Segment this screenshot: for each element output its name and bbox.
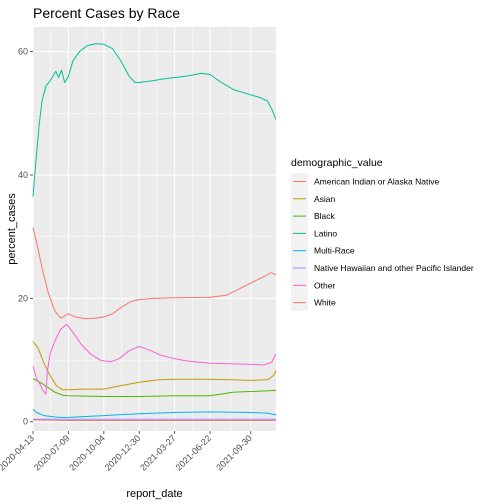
series-line-latino xyxy=(32,43,277,197)
x-tick-label: 2021-03-27 xyxy=(138,433,178,473)
chart-title: Percent Cases by Race xyxy=(33,5,180,21)
legend-title: demographic_value xyxy=(291,157,383,169)
series-line-asian xyxy=(32,341,277,391)
y-tick-label: 40 xyxy=(18,170,28,180)
x-tick-label: 2021-09-30 xyxy=(214,433,254,473)
legend-label: Latino xyxy=(314,228,337,238)
series-line-other xyxy=(32,323,277,395)
x-tick-label: 2020-04-13 xyxy=(0,433,36,473)
x-axis-title: report_date xyxy=(126,488,182,500)
series-line-american-indian-or-alaska-native xyxy=(32,419,276,421)
series-layer xyxy=(32,43,277,421)
legend-label: White xyxy=(314,298,336,308)
legend-label: Multi-Race xyxy=(314,246,355,256)
legend-label: American Indian or Alaska Native xyxy=(314,177,439,187)
series-line-multi-race xyxy=(32,409,277,418)
x-tick-label: 2020-10-04 xyxy=(67,433,107,473)
plot-panel xyxy=(33,27,276,431)
legend-label: Native Hawaiian and other Pacific Island… xyxy=(314,263,474,273)
legend-items: American Indian or Alaska Native Asian Bla… xyxy=(291,173,474,312)
legend-label: Other xyxy=(314,280,335,290)
legend-label: Black xyxy=(314,211,336,221)
x-axis: 2020-04-132020-07-092020-10-042020-12-30… xyxy=(0,431,254,473)
y-axis: 0 20 40 60 xyxy=(18,47,33,427)
legend-label: Asian xyxy=(314,194,336,204)
y-tick-label: 0 xyxy=(23,417,28,427)
y-tick-label: 20 xyxy=(18,293,28,303)
legend: demographic_value American Indian or Ala… xyxy=(291,157,474,312)
series-line-black xyxy=(32,378,277,397)
y-tick-label: 60 xyxy=(18,47,28,57)
y-axis-title: percent_cases xyxy=(6,193,18,265)
x-tick-label: 2020-07-09 xyxy=(32,433,72,473)
x-tick-label: 2020-12-30 xyxy=(103,433,143,473)
x-tick-label: 2021-06-22 xyxy=(174,433,214,473)
series-line-white xyxy=(32,227,277,320)
